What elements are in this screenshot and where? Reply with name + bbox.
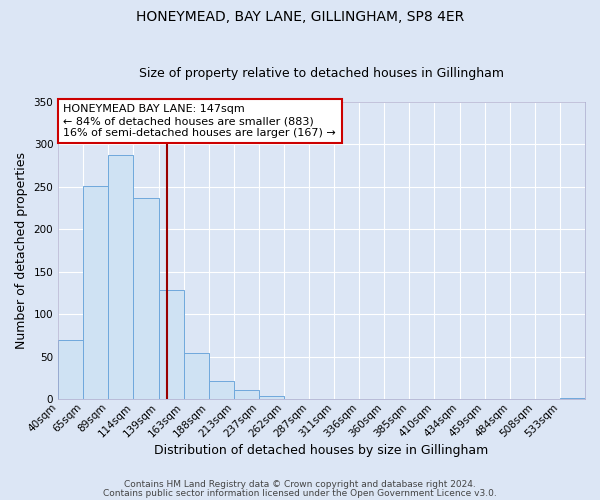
Bar xyxy=(184,354,209,400)
Bar xyxy=(133,198,158,400)
Bar xyxy=(560,398,585,400)
Text: Contains public sector information licensed under the Open Government Licence v3: Contains public sector information licen… xyxy=(103,488,497,498)
Bar xyxy=(83,186,109,400)
X-axis label: Distribution of detached houses by size in Gillingham: Distribution of detached houses by size … xyxy=(154,444,489,458)
Text: Contains HM Land Registry data © Crown copyright and database right 2024.: Contains HM Land Registry data © Crown c… xyxy=(124,480,476,489)
Bar xyxy=(58,340,83,400)
Bar xyxy=(109,155,133,400)
Text: HONEYMEAD, BAY LANE, GILLINGHAM, SP8 4ER: HONEYMEAD, BAY LANE, GILLINGHAM, SP8 4ER xyxy=(136,10,464,24)
Bar xyxy=(158,290,184,400)
Bar xyxy=(234,390,259,400)
Title: Size of property relative to detached houses in Gillingham: Size of property relative to detached ho… xyxy=(139,66,504,80)
Bar xyxy=(259,396,284,400)
Y-axis label: Number of detached properties: Number of detached properties xyxy=(15,152,28,349)
Bar xyxy=(209,380,234,400)
Text: HONEYMEAD BAY LANE: 147sqm
← 84% of detached houses are smaller (883)
16% of sem: HONEYMEAD BAY LANE: 147sqm ← 84% of deta… xyxy=(64,104,336,138)
